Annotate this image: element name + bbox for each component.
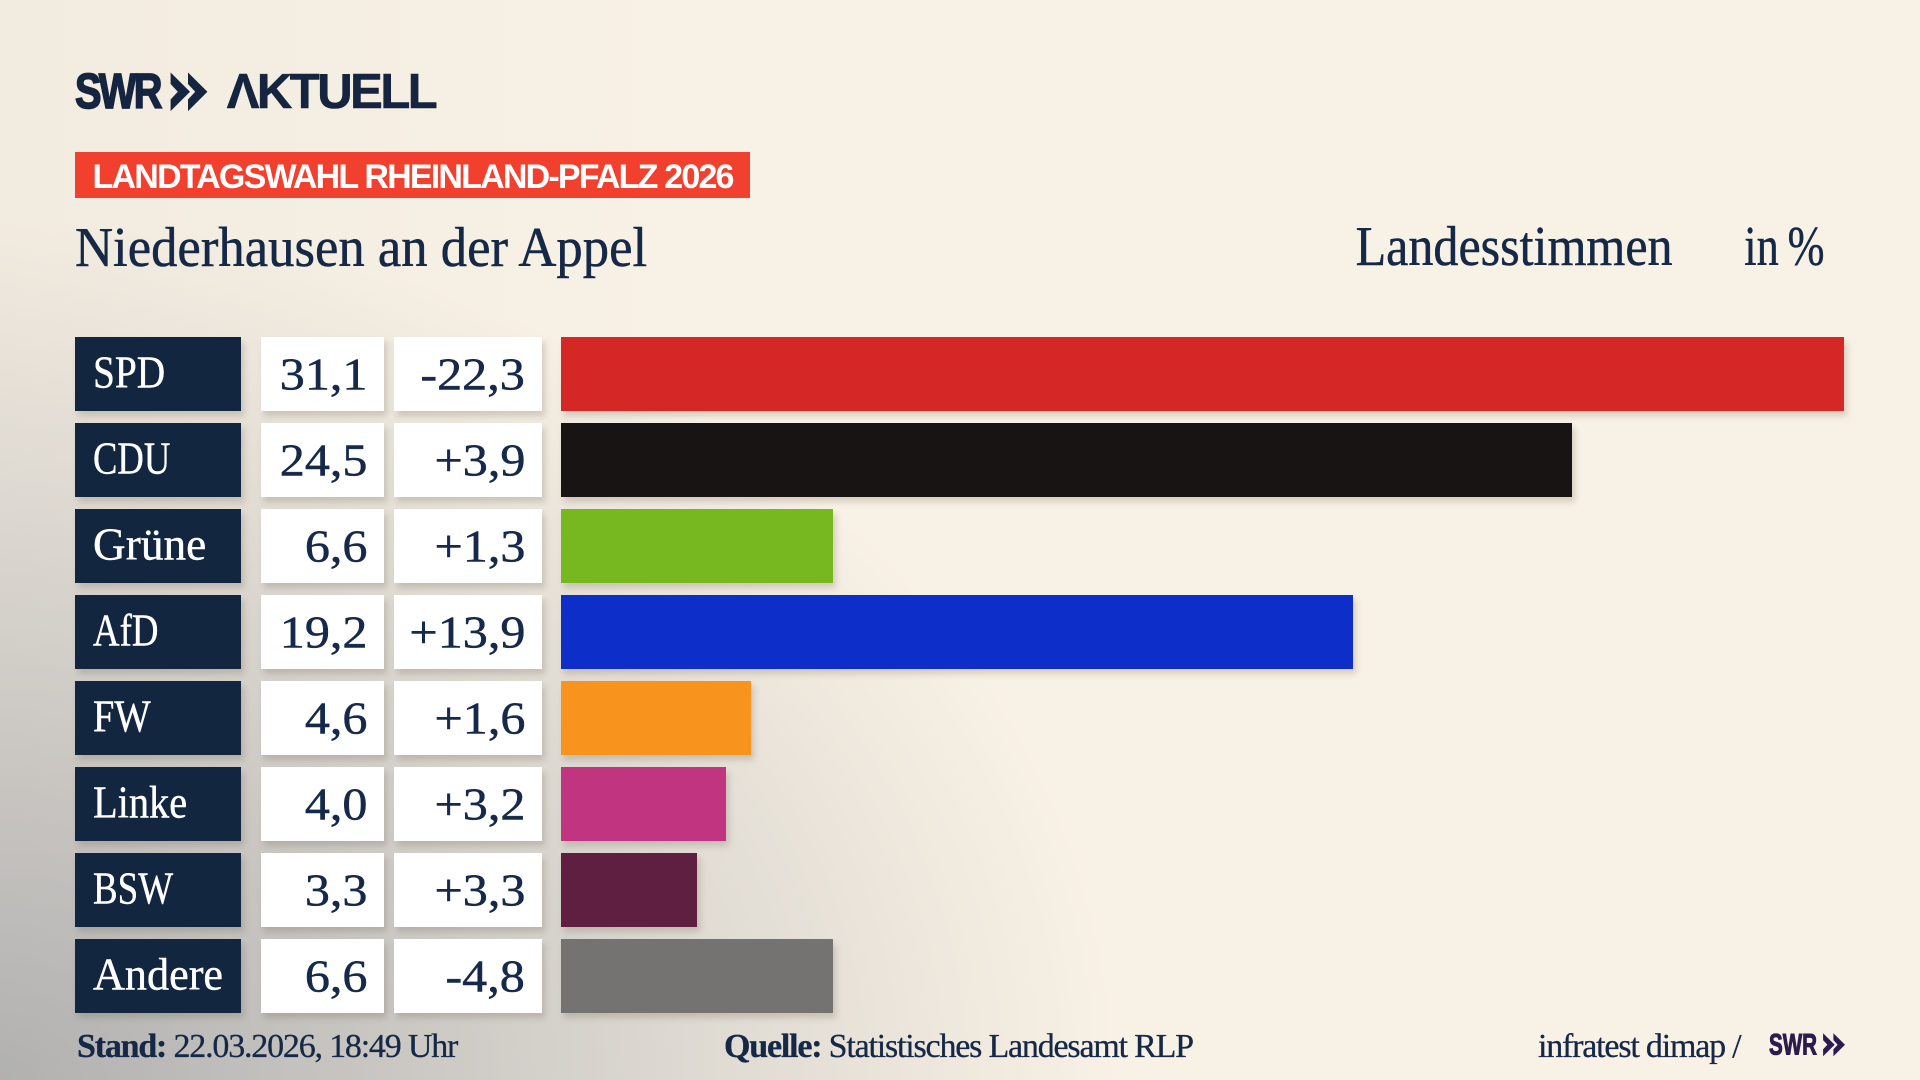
svg-text:SWR: SWR <box>75 72 162 112</box>
svg-text:ΛKTUELL: ΛKTUELL <box>227 72 438 112</box>
svg-text:SWR: SWR <box>1769 1033 1817 1057</box>
